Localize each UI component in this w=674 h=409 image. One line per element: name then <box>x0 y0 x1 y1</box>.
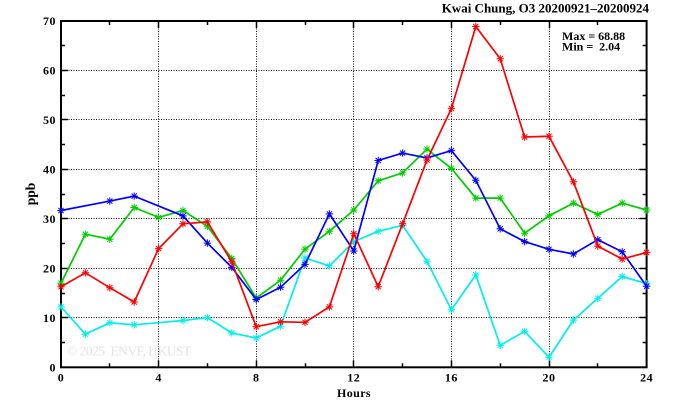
svg-text:40: 40 <box>43 162 56 176</box>
svg-text:Hours: Hours <box>337 386 371 400</box>
svg-text:0: 0 <box>50 360 57 374</box>
svg-text:16: 16 <box>445 371 458 385</box>
svg-text:0: 0 <box>58 371 65 385</box>
svg-text:ppb: ppb <box>23 183 38 206</box>
svg-text:60: 60 <box>43 64 56 78</box>
svg-text:20: 20 <box>43 261 56 275</box>
svg-text:Max = 68.88: Max = 68.88 <box>562 29 625 43</box>
svg-text:Kwai Chung, O3 20200921–202009: Kwai Chung, O3 20200921–20200924 <box>442 1 650 16</box>
svg-text:50: 50 <box>43 113 56 127</box>
svg-text:70: 70 <box>43 14 56 28</box>
svg-text:8: 8 <box>253 371 260 385</box>
svg-text:Min = 2.04: Min = 2.04 <box>562 40 620 54</box>
svg-text:12: 12 <box>347 371 360 385</box>
svg-text:30: 30 <box>43 212 56 226</box>
svg-text:24: 24 <box>640 371 653 385</box>
svg-text:20: 20 <box>543 371 556 385</box>
svg-text:© 2025 ENVF, HKUST: © 2025 ENVF, HKUST <box>67 344 192 359</box>
svg-text:4: 4 <box>155 371 162 385</box>
svg-text:10: 10 <box>43 311 56 325</box>
